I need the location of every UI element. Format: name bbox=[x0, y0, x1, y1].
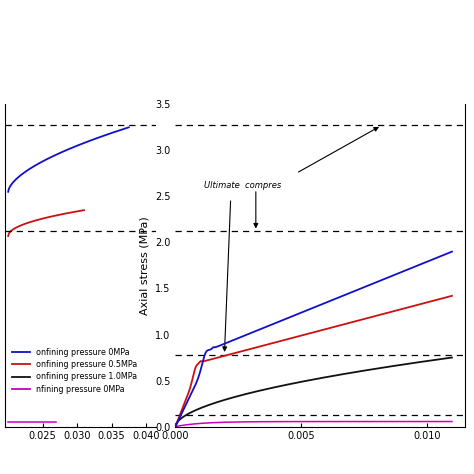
Legend: onfining pressure 0MPa, onfining pressure 0.5MPa, onfining pressure 1.0MPa, nfin: onfining pressure 0MPa, onfining pressur… bbox=[9, 345, 141, 397]
Y-axis label: Axial stress (MPa): Axial stress (MPa) bbox=[139, 216, 149, 315]
Text: Ultimate  compres: Ultimate compres bbox=[204, 181, 282, 190]
